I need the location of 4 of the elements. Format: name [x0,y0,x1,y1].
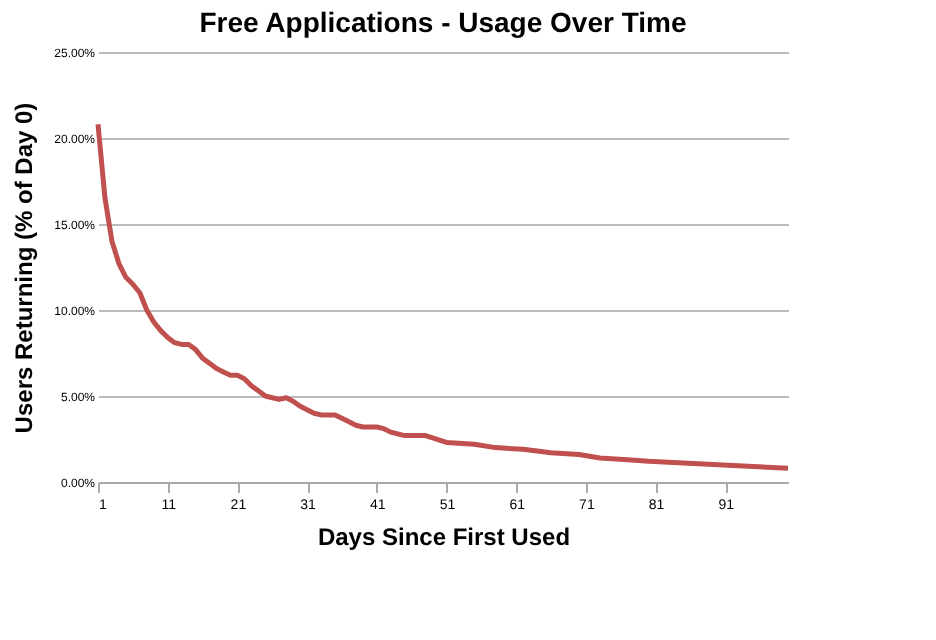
y-axis-title: Users Returning (% of Day 0) [10,102,39,434]
chart-title: Free Applications - Usage Over Time [199,6,687,38]
line-series [95,121,791,471]
x-axis-title: Days Since First Used [317,523,571,551]
